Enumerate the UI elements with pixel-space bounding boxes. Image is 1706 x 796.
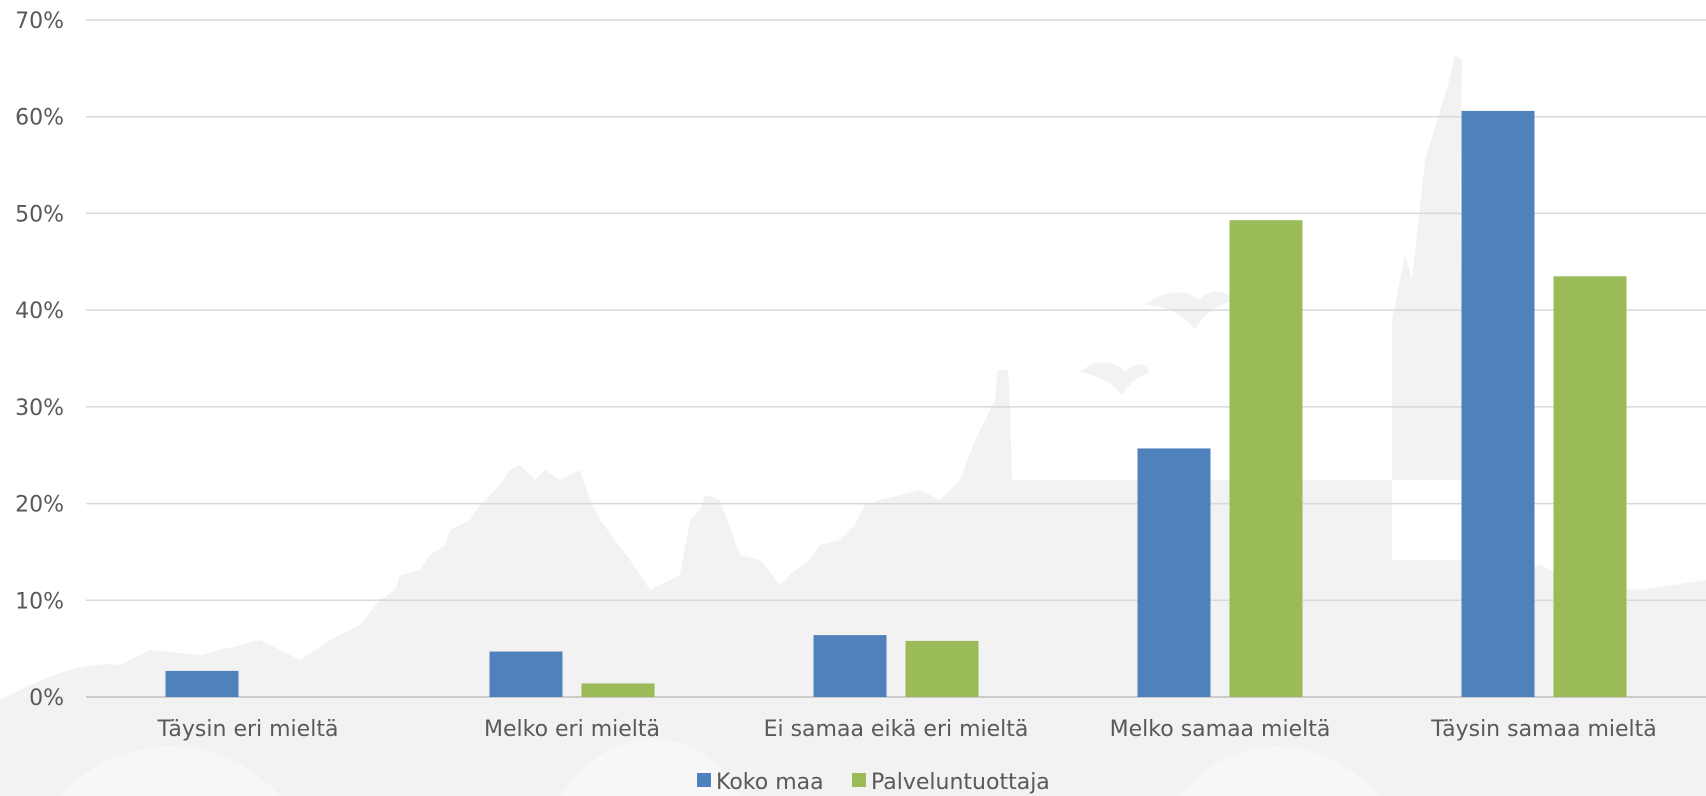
legend-swatch [852,773,866,787]
y-tick-label: 30% [15,396,64,421]
x-axis-categories: Täysin eri mieltä Melko eri mieltä Ei sama… [157,717,1657,742]
bar-koko-maa [165,670,239,697]
y-tick-label: 40% [15,299,64,324]
x-category-label: Täysin samaa mieltä [1430,717,1657,742]
x-category-label: Melko eri mieltä [484,717,660,742]
y-tick-label: 20% [15,493,64,518]
y-tick-label: 0% [29,686,64,711]
x-category-label: Melko samaa mieltä [1110,717,1331,742]
y-tick-label: 10% [15,589,64,614]
legend-label: Koko maa [716,770,824,795]
legend: Koko maa Palveluntuottaja [697,770,1050,795]
legend-swatch [697,773,711,787]
gridlines [86,19,1706,698]
bar-koko-maa [1137,448,1211,697]
y-tick-label: 70% [15,9,64,34]
x-category-label: Ei samaa eikä eri mieltä [764,717,1029,742]
bar-koko-maa [1461,110,1535,697]
bar-palveluntuottaja [1553,276,1627,697]
y-tick-label: 50% [15,202,64,227]
bar-palveluntuottaja [1229,220,1303,697]
y-tick-label: 60% [15,106,64,131]
bars [165,110,1627,697]
bar-koko-maa [489,651,563,697]
x-category-label: Täysin eri mieltä [157,717,339,742]
legend-label: Palveluntuottaja [871,770,1050,795]
bar-koko-maa [813,635,887,697]
bar-palveluntuottaja [581,683,655,697]
bar-palveluntuottaja [905,640,979,697]
y-axis-ticks: 0% 10% 20% 30% 40% 50% 60% 70% [15,9,64,711]
